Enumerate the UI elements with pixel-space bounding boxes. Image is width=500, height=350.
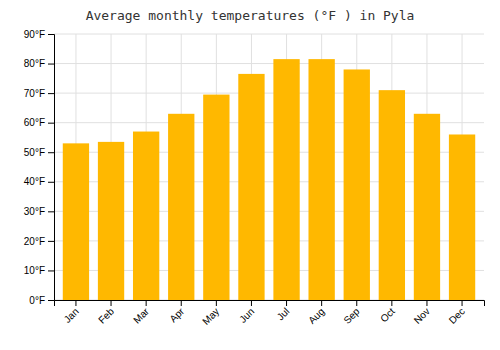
tick-mark bbox=[216, 300, 217, 306]
tick-mark bbox=[48, 182, 54, 183]
tick: Jun bbox=[237, 300, 256, 325]
bar bbox=[273, 59, 299, 300]
axis-line bbox=[48, 35, 55, 301]
tick-label: Oct bbox=[378, 306, 397, 325]
grid-line-y bbox=[54, 63, 484, 64]
tick-label: Mar bbox=[131, 305, 151, 325]
tick: 30°F bbox=[24, 206, 54, 217]
tick: 10°F bbox=[24, 265, 54, 276]
tick-label: 60°F bbox=[24, 117, 45, 128]
tick-label: Feb bbox=[96, 305, 116, 325]
tick: Oct bbox=[378, 300, 397, 324]
tick: 90°F bbox=[24, 29, 54, 40]
tick: 70°F bbox=[24, 88, 54, 99]
tick: 60°F bbox=[24, 117, 54, 128]
tick-mark bbox=[462, 300, 463, 306]
tick-mark bbox=[146, 300, 147, 306]
chart-container: 0°F 10°F 20°F 30°F 40°F 50°F 60°F 70°F 80°F 90°F J… bbox=[0, 0, 500, 350]
bar bbox=[98, 142, 124, 300]
bars bbox=[63, 59, 475, 300]
tick-label: 70°F bbox=[24, 88, 45, 99]
tick: Dec bbox=[447, 300, 467, 326]
bar bbox=[133, 132, 159, 300]
tick-label: Sep bbox=[341, 305, 362, 326]
tick-label: Jun bbox=[237, 306, 256, 325]
x-axis: Jan Feb Mar Apr May Jun Jul Aug Sep Oct Nov Dec bbox=[55, 300, 485, 327]
tick-mark bbox=[321, 300, 322, 306]
bar bbox=[449, 134, 475, 300]
y-axis: 0°F 10°F 20°F 30°F 40°F 50°F 60°F 70°F 80°F 90°F bbox=[24, 29, 55, 306]
tick-label: Jan bbox=[62, 306, 81, 325]
title: Average monthly temperatures (°F ) in Py… bbox=[86, 8, 415, 23]
tick-label: 30°F bbox=[24, 206, 45, 217]
tick-label: Apr bbox=[167, 305, 186, 324]
tick-mark bbox=[181, 300, 182, 306]
tick-mark bbox=[48, 64, 54, 65]
tick: Aug bbox=[306, 300, 326, 326]
axis-line bbox=[55, 301, 485, 307]
chart: 0°F 10°F 20°F 30°F 40°F 50°F 60°F 70°F 80°F 90°F J… bbox=[0, 0, 500, 350]
tick-label: 80°F bbox=[24, 58, 45, 69]
bar bbox=[63, 143, 89, 300]
tick-label: Aug bbox=[306, 306, 326, 326]
grid bbox=[54, 34, 484, 300]
tick-label: Dec bbox=[447, 306, 467, 326]
tick: Mar bbox=[131, 300, 151, 326]
tick: Jul bbox=[275, 300, 292, 322]
tick-label: Jul bbox=[275, 306, 292, 323]
tick: 50°F bbox=[24, 147, 54, 158]
tick-mark bbox=[111, 300, 112, 306]
tick: 80°F bbox=[24, 58, 54, 69]
bar bbox=[238, 74, 264, 300]
tick-label: 0°F bbox=[29, 295, 45, 306]
tick-label: 50°F bbox=[24, 147, 45, 158]
grid-line-y bbox=[54, 93, 484, 94]
tick-label: May bbox=[200, 306, 221, 327]
bar bbox=[414, 114, 440, 300]
bar bbox=[168, 114, 194, 300]
tick: Nov bbox=[412, 300, 432, 326]
bar bbox=[379, 90, 405, 300]
tick-mark bbox=[48, 34, 54, 35]
tick: 0°F bbox=[29, 295, 54, 306]
tick-mark bbox=[48, 241, 54, 242]
tick-mark bbox=[75, 300, 76, 306]
tick-mark bbox=[48, 123, 54, 124]
tick: Feb bbox=[96, 300, 116, 326]
tick-label: 90°F bbox=[24, 29, 45, 40]
tick-label: 10°F bbox=[24, 265, 45, 276]
tick: 40°F bbox=[24, 176, 54, 187]
tick-mark bbox=[426, 300, 427, 306]
bar bbox=[308, 59, 334, 300]
tick-mark bbox=[48, 211, 54, 212]
tick-mark bbox=[286, 300, 287, 306]
bar bbox=[344, 69, 370, 300]
tick: 20°F bbox=[24, 236, 54, 247]
bar bbox=[203, 95, 229, 300]
tick: May bbox=[200, 300, 221, 327]
tick-label: Nov bbox=[412, 306, 432, 326]
grid-line-y bbox=[54, 34, 484, 35]
tick-mark bbox=[48, 93, 54, 94]
tick: Apr bbox=[167, 300, 186, 324]
tick: Jan bbox=[62, 300, 81, 325]
tick-mark bbox=[391, 300, 392, 306]
tick-mark bbox=[251, 300, 252, 306]
tick-mark bbox=[48, 300, 54, 301]
tick-mark bbox=[356, 300, 357, 306]
tick-label: 20°F bbox=[24, 236, 45, 247]
plot: 0°F 10°F 20°F 30°F 40°F 50°F 60°F 70°F 80°F 90°F J… bbox=[24, 29, 485, 327]
tick-label: 40°F bbox=[24, 176, 45, 187]
tick-mark bbox=[48, 270, 54, 271]
tick: Sep bbox=[341, 300, 362, 326]
tick-mark bbox=[48, 152, 54, 153]
